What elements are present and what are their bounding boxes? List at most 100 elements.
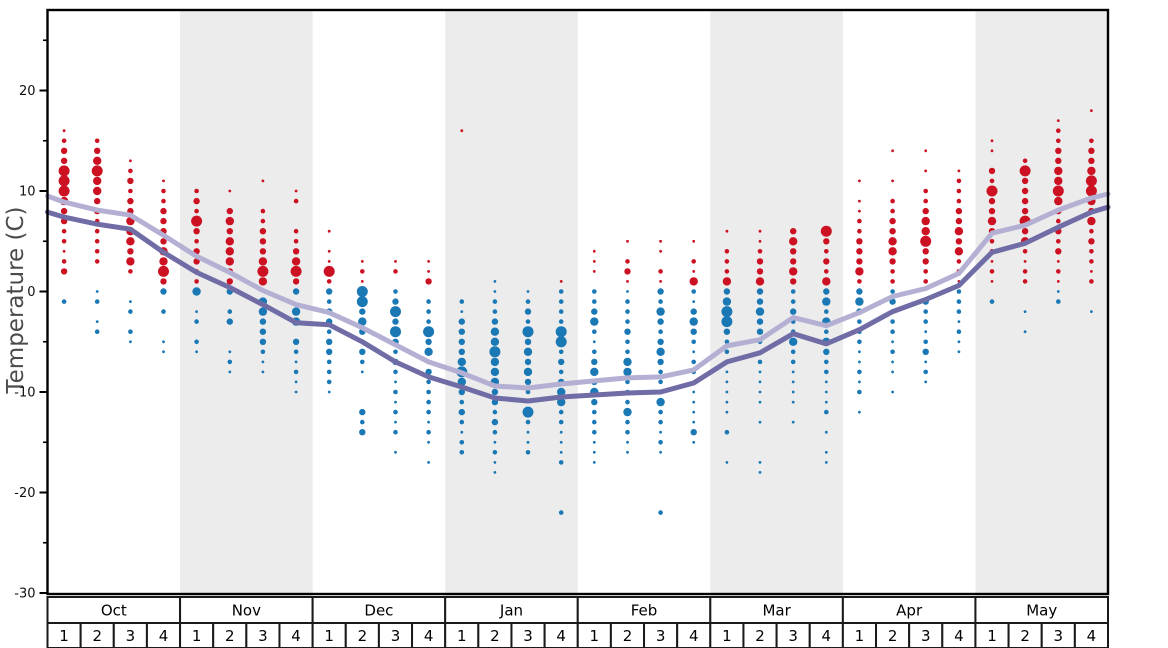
min-temp-dot [758, 461, 762, 464]
max-temp-dot [260, 218, 266, 224]
max-temp-dot [755, 277, 765, 286]
max-temp-dot [194, 239, 199, 244]
max-temp-dot [891, 149, 894, 153]
max-temp-dot [592, 249, 596, 253]
max-temp-dot [955, 238, 963, 245]
max-temp-dot [93, 176, 102, 186]
max-temp-dot [955, 217, 963, 225]
min-temp-dot [558, 358, 565, 366]
min-temp-dot [724, 429, 730, 435]
min-temp-dot [195, 310, 199, 313]
min-temp-dot [725, 370, 729, 374]
max-temp-dot [626, 239, 629, 243]
max-temp-dot [1054, 166, 1063, 176]
min-temp-dot [691, 359, 696, 365]
min-temp-dot [426, 389, 431, 395]
min-temp-dot [226, 318, 233, 325]
week-label: 3 [391, 627, 401, 645]
min-temp-dot [823, 288, 830, 295]
min-temp-dot [725, 380, 729, 384]
min-temp-dot [756, 298, 764, 305]
month-cell [46, 596, 182, 624]
min-temp-dot [293, 349, 299, 355]
min-temp-dot [95, 290, 99, 293]
max-temp-dot [225, 237, 234, 246]
min-temp-dot [557, 397, 566, 407]
min-temp-dot [394, 380, 397, 384]
max-temp-dot [460, 129, 464, 133]
min-temp-dot [326, 338, 333, 345]
max-temp-dot [890, 208, 895, 214]
max-temp-dot [1055, 147, 1062, 154]
min-temp-dot [356, 296, 368, 308]
min-temp-dot [559, 440, 563, 444]
max-temp-dot [1055, 157, 1062, 164]
max-temp-dot [62, 129, 66, 133]
max-temp-dot [789, 267, 798, 276]
max-temp-dot [1056, 269, 1061, 274]
min-temp-dot [326, 329, 332, 335]
min-temp-dot [824, 380, 828, 384]
min-temp-dot [789, 337, 798, 346]
min-temp-dot [657, 358, 664, 366]
min-temp-dot [525, 319, 531, 324]
max-temp-dot [722, 277, 732, 286]
max-temp-dot [293, 198, 299, 204]
week-cell [643, 622, 679, 648]
max-temp-dot [1054, 176, 1063, 186]
month-label: Mar [762, 602, 791, 620]
max-temp-dot [659, 249, 662, 253]
min-temp-dot [625, 319, 630, 324]
min-temp-dot [360, 370, 364, 374]
min-temp-dot [659, 450, 662, 454]
max-temp-dot [360, 260, 364, 263]
max-temp-dot [326, 279, 332, 284]
min-temp-dot [858, 350, 861, 354]
max-temp-dot [1021, 207, 1029, 215]
min-temp-dot [890, 329, 895, 335]
max-temp-dot [922, 258, 929, 265]
week-cell [212, 622, 248, 648]
max-temp-dot [126, 237, 135, 246]
max-temp-dot [160, 207, 167, 215]
max-temp-dot [194, 188, 199, 194]
min-temp-dot [658, 299, 663, 304]
month-label: Nov [232, 602, 261, 620]
max-temp-dot [1085, 185, 1097, 197]
min-temp-dot [758, 390, 762, 394]
min-temp-dot [891, 390, 894, 394]
week-label: 2 [1020, 627, 1030, 645]
min-temp-dot [824, 369, 829, 375]
max-temp-dot [292, 278, 300, 285]
min-temp-dot [626, 450, 629, 454]
min-temp-dot [623, 407, 632, 417]
week-cell [344, 622, 380, 648]
min-temp-dot [658, 440, 663, 445]
min-temp-dot [557, 387, 566, 397]
max-temp-dot [327, 260, 331, 263]
max-temp-dot [1023, 260, 1027, 263]
max-temp-dot [956, 198, 962, 204]
max-temp-dot [1089, 259, 1094, 264]
min-temp-dot [129, 340, 132, 344]
max-temp-dot [891, 179, 894, 183]
y-tick-label: -10 [14, 386, 35, 401]
min-temp-dot [359, 308, 366, 315]
min-temp-dot [725, 400, 729, 404]
min-temp-dot [625, 379, 630, 385]
min-temp-dot [522, 326, 534, 338]
min-temp-dot [490, 337, 500, 346]
min-temp-dot [656, 347, 665, 356]
min-temp-dot [292, 288, 300, 295]
max-temp-dot [360, 280, 364, 283]
week-cell [576, 622, 612, 648]
min-temp-dot [857, 369, 862, 375]
min-temp-dot [326, 299, 332, 304]
min-temp-dot [625, 309, 630, 314]
max-temp-dot [1087, 216, 1096, 226]
max-temp-dot [427, 270, 430, 273]
max-temp-dot [756, 268, 764, 275]
max-temp-dot [957, 169, 961, 173]
week-label: 3 [523, 627, 533, 645]
max-temp-dot [858, 209, 861, 213]
